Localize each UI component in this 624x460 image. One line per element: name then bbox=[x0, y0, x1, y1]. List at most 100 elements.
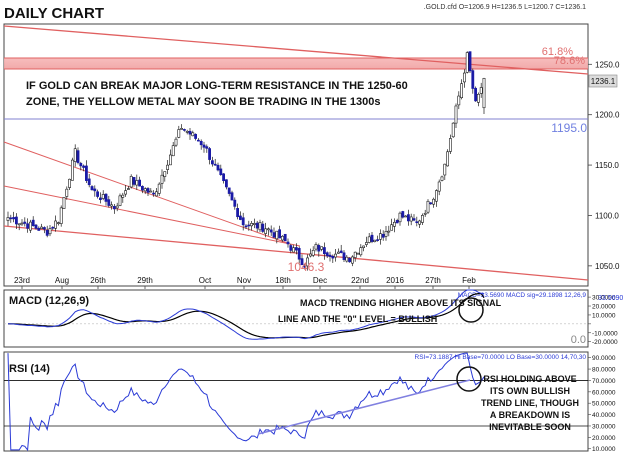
candle-body bbox=[356, 252, 360, 255]
candle-body bbox=[286, 241, 290, 245]
candle-body bbox=[283, 233, 287, 242]
candle-body bbox=[155, 191, 158, 197]
candle-body bbox=[149, 190, 153, 193]
candle-body bbox=[359, 247, 363, 256]
date-tick-label: Dec bbox=[313, 276, 327, 285]
candle-body bbox=[79, 162, 83, 167]
candle-body bbox=[160, 174, 164, 184]
candle-body bbox=[230, 192, 234, 201]
candle-body bbox=[311, 249, 315, 256]
candle-body bbox=[48, 228, 52, 235]
candle-body bbox=[202, 144, 206, 148]
candle-body bbox=[15, 216, 18, 225]
candle-body bbox=[213, 163, 217, 166]
candle-body bbox=[227, 187, 231, 194]
candle-body bbox=[191, 132, 195, 137]
candle-body bbox=[205, 146, 209, 149]
candle-body bbox=[99, 197, 102, 200]
candle-body bbox=[211, 160, 214, 165]
long-term-resistance-line bbox=[3, 25, 589, 75]
candle-body bbox=[208, 148, 212, 160]
candle-body bbox=[247, 224, 251, 227]
candle-body bbox=[306, 257, 310, 267]
low-1046-label: 1046.3 bbox=[288, 260, 325, 274]
candle-body bbox=[90, 186, 94, 191]
candle-body bbox=[107, 199, 111, 206]
candle-body bbox=[115, 205, 119, 209]
rsi-tick-label: 90.0000 bbox=[592, 355, 616, 362]
candle-body bbox=[482, 78, 486, 109]
candle-body bbox=[264, 228, 268, 234]
candle-body bbox=[197, 139, 200, 142]
macd-annotation-line-1: MACD TRENDING HIGHER ABOVE ITS SIGNAL bbox=[300, 298, 502, 308]
candle-body bbox=[269, 229, 273, 233]
candle-body bbox=[40, 226, 44, 229]
candle-body bbox=[73, 148, 77, 162]
candle-body bbox=[250, 223, 254, 227]
date-tick-label: Nov bbox=[237, 276, 251, 285]
candle-body bbox=[468, 51, 472, 72]
candle-body bbox=[367, 236, 371, 243]
macd-line bbox=[7, 289, 485, 340]
candle-body bbox=[322, 247, 326, 255]
candle-body bbox=[426, 200, 430, 213]
candle-body bbox=[62, 197, 66, 209]
candle-body bbox=[292, 247, 296, 253]
candle-body bbox=[253, 223, 256, 225]
rsi-annotation-line-1: RSI HOLDING ABOVE bbox=[483, 374, 576, 384]
candle-body bbox=[188, 130, 192, 135]
candle-body bbox=[443, 163, 447, 176]
rsi-tick-label: 30.0000 bbox=[592, 423, 616, 430]
date-tick-label: Feb bbox=[462, 276, 476, 285]
candle-body bbox=[462, 72, 466, 83]
candle-body bbox=[479, 87, 483, 94]
candle-body bbox=[409, 216, 413, 222]
candle-body bbox=[370, 234, 374, 242]
candle-body bbox=[308, 253, 312, 257]
candle-body bbox=[171, 145, 175, 157]
candle-body bbox=[152, 192, 156, 195]
candle-body bbox=[118, 195, 122, 206]
support-fan-line-1 bbox=[3, 185, 301, 247]
candle-body bbox=[59, 207, 63, 224]
macd-annotation-line-2: LINE AND THE "0" LEVEL = BULLISH bbox=[278, 314, 437, 324]
candle-body bbox=[85, 165, 88, 181]
candle-body bbox=[174, 138, 178, 146]
candle-body bbox=[96, 191, 100, 197]
candle-body bbox=[143, 188, 147, 192]
rsi-tick-label: 20.0000 bbox=[592, 435, 616, 442]
price-axis: 1050.0 1100.0 1150.0 1200.0 1250.0 bbox=[588, 60, 620, 271]
candle-body bbox=[56, 222, 60, 224]
candle-body bbox=[398, 212, 402, 223]
candle-body bbox=[45, 229, 49, 236]
candle-body bbox=[65, 188, 69, 197]
candle-body bbox=[233, 199, 237, 207]
candle-body bbox=[331, 255, 335, 259]
price-tick-label: 1250.0 bbox=[595, 60, 620, 69]
rsi-tick-label: 40.0000 bbox=[592, 412, 616, 419]
candle-body bbox=[381, 233, 385, 238]
candle-body bbox=[471, 70, 475, 89]
candle-body bbox=[135, 180, 139, 186]
rsi-tick-label: 60.0000 bbox=[592, 389, 616, 396]
rsi-lines bbox=[7, 352, 485, 452]
candle-body bbox=[236, 208, 240, 218]
candle-body bbox=[373, 239, 377, 242]
date-tick-label: 27th bbox=[425, 276, 441, 285]
candle-body bbox=[390, 224, 394, 231]
candle-body bbox=[76, 150, 80, 163]
candle-body bbox=[127, 188, 130, 190]
candle-body bbox=[289, 245, 293, 251]
candle-body bbox=[280, 235, 284, 241]
price-tick-label: 1150.0 bbox=[595, 161, 619, 170]
rsi-annotation: RSI HOLDING ABOVE ITS OWN BULLISH TREND … bbox=[481, 374, 579, 432]
candle-body bbox=[420, 215, 424, 223]
candle-body bbox=[342, 252, 346, 260]
candle-body bbox=[362, 245, 366, 248]
candle-body bbox=[222, 173, 226, 182]
candle-body bbox=[378, 233, 382, 240]
price-candles bbox=[6, 51, 486, 271]
macd-signal-line bbox=[7, 293, 485, 339]
candle-body bbox=[54, 220, 58, 229]
